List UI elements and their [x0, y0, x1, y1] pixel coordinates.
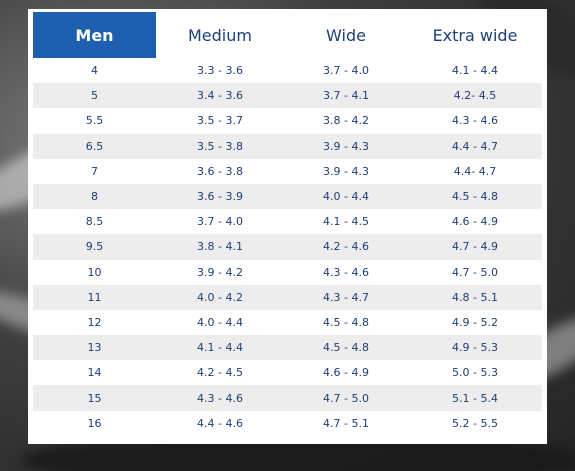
- medium-cell: 3.4 - 3.6: [156, 83, 284, 109]
- extra-wide-cell: 4.2- 4.5: [408, 83, 542, 109]
- extra-wide-cell: 4.4 - 4.7: [408, 133, 542, 159]
- medium-cell: 3.3 - 3.6: [156, 58, 284, 84]
- table-row: 5.5 3.5 - 3.7 3.8 - 4.2 4.3 - 4.6: [33, 108, 542, 134]
- extra-wide-cell: 4.4- 4.7: [408, 158, 542, 184]
- table-row: 16 4.4 - 4.6 4.7 - 5.1 5.2 - 5.5: [33, 410, 542, 436]
- wide-cell: 3.8 - 4.2: [284, 108, 408, 134]
- size-cell: 13: [33, 335, 156, 361]
- table-row: 13 4.1 - 4.4 4.5 - 4.8 4.9 - 5.3: [33, 335, 542, 361]
- table-body: 4 3.3 - 3.6 3.7 - 4.0 4.1 - 4.4 5 3.4 - 3.6 3.…: [33, 58, 542, 436]
- medium-cell: 3.8 - 4.1: [156, 234, 284, 260]
- size-cell: 15: [33, 385, 156, 411]
- extra-wide-cell: 4.9 - 5.3: [408, 335, 542, 361]
- extra-wide-cell: 4.7 - 5.0: [408, 259, 542, 285]
- medium-cell: 3.6 - 3.8: [156, 158, 284, 184]
- table-row: 7 3.6 - 3.8 3.9 - 4.3 4.4- 4.7: [33, 158, 542, 184]
- extra-wide-cell: 5.2 - 5.5: [408, 410, 542, 436]
- extra-wide-cell: 4.6 - 4.9: [408, 209, 542, 235]
- extra-wide-cell: 5.1 - 5.4: [408, 385, 542, 411]
- header-medium: Medium: [188, 25, 252, 45]
- wide-cell: 3.7 - 4.1: [284, 83, 408, 109]
- table-row: 6.5 3.5 - 3.8 3.9 - 4.3 4.4 - 4.7: [33, 133, 542, 159]
- extra-wide-cell: 4.7 - 4.9: [408, 234, 542, 260]
- size-cell: 6.5: [33, 133, 156, 159]
- size-cell: 8.5: [33, 209, 156, 235]
- table-row: 5 3.4 - 3.6 3.7 - 4.1 4.2- 4.5: [33, 83, 542, 109]
- wide-cell: 4.6 - 4.9: [284, 360, 408, 386]
- wide-cell: 3.9 - 4.3: [284, 133, 408, 159]
- wide-cell: 4.2 - 4.6: [284, 234, 408, 260]
- medium-cell: 4.2 - 4.5: [156, 360, 284, 386]
- table-header-row: Men Medium Wide Extra wide: [33, 12, 542, 58]
- size-cell: 5: [33, 83, 156, 109]
- extra-wide-cell: 5.0 - 5.3: [408, 360, 542, 386]
- size-cell: 4: [33, 58, 156, 84]
- table-row: 8.5 3.7 - 4.0 4.1 - 4.5 4.6 - 4.9: [33, 209, 542, 235]
- table-row: 14 4.2 - 4.5 4.6 - 4.9 5.0 - 5.3: [33, 360, 542, 386]
- header-men: Men: [33, 12, 156, 58]
- header-extra-wide: Extra wide: [432, 25, 518, 45]
- wide-cell: 3.7 - 4.0: [284, 58, 408, 84]
- size-cell: 5.5: [33, 108, 156, 134]
- table-row: 9.5 3.8 - 4.1 4.2 - 4.6 4.7 - 4.9: [33, 234, 542, 260]
- extra-wide-cell: 4.3 - 4.6: [408, 108, 542, 134]
- shoe-width-size-table: Men Medium Wide Extra wide 4 3.3 - 3.6 3.7…: [33, 12, 542, 436]
- table-row: 11 4.0 - 4.2 4.3 - 4.7 4.8 - 5.1: [33, 284, 542, 310]
- table-row: 12 4.0 - 4.4 4.5 - 4.8 4.9 - 5.2: [33, 309, 542, 336]
- medium-cell: 3.7 - 4.0: [156, 209, 284, 235]
- wide-cell: 4.5 - 4.8: [284, 335, 408, 361]
- wide-cell: 4.7 - 5.0: [284, 385, 408, 411]
- wide-cell: 4.0 - 4.4: [284, 183, 408, 210]
- size-cell: 16: [33, 410, 156, 436]
- wide-cell: 3.9 - 4.3: [284, 158, 408, 184]
- medium-cell: 3.5 - 3.8: [156, 133, 284, 159]
- table-row: 8 3.6 - 3.9 4.0 - 4.4 4.5 - 4.8: [33, 183, 542, 210]
- size-cell: 10: [33, 259, 156, 285]
- wide-cell: 4.3 - 4.6: [284, 259, 408, 285]
- size-cell: 14: [33, 360, 156, 386]
- wide-cell: 4.7 - 5.1: [284, 410, 408, 436]
- table-row: 10 3.9 - 4.2 4.3 - 4.6 4.7 - 5.0: [33, 259, 542, 285]
- table-row: 4 3.3 - 3.6 3.7 - 4.0 4.1 - 4.4: [33, 58, 542, 84]
- size-cell: 8: [33, 183, 156, 210]
- size-chart-card: Men Medium Wide Extra wide 4 3.3 - 3.6 3.7…: [28, 9, 547, 444]
- size-cell: 11: [33, 284, 156, 310]
- medium-cell: 4.1 - 4.4: [156, 335, 284, 361]
- medium-cell: 4.4 - 4.6: [156, 410, 284, 436]
- size-cell: 12: [33, 309, 156, 336]
- extra-wide-cell: 4.5 - 4.8: [408, 183, 542, 210]
- wide-cell: 4.1 - 4.5: [284, 209, 408, 235]
- medium-cell: 4.0 - 4.4: [156, 309, 284, 336]
- medium-cell: 3.5 - 3.7: [156, 108, 284, 134]
- medium-cell: 3.9 - 4.2: [156, 259, 284, 285]
- medium-cell: 4.3 - 4.6: [156, 385, 284, 411]
- table-row: 15 4.3 - 4.6 4.7 - 5.0 5.1 - 5.4: [33, 385, 542, 411]
- medium-cell: 4.0 - 4.2: [156, 284, 284, 310]
- header-wide: Wide: [326, 25, 366, 45]
- wide-cell: 4.5 - 4.8: [284, 309, 408, 336]
- medium-cell: 3.6 - 3.9: [156, 183, 284, 210]
- size-cell: 9.5: [33, 234, 156, 260]
- size-cell: 7: [33, 158, 156, 184]
- extra-wide-cell: 4.1 - 4.4: [408, 58, 542, 84]
- extra-wide-cell: 4.8 - 5.1: [408, 284, 542, 310]
- extra-wide-cell: 4.9 - 5.2: [408, 309, 542, 336]
- wide-cell: 4.3 - 4.7: [284, 284, 408, 310]
